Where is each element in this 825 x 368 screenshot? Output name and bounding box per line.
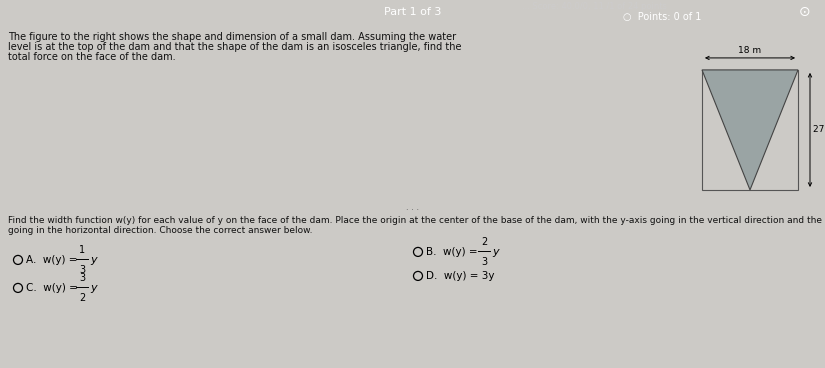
Text: ○  Points: 0 of 1: ○ Points: 0 of 1: [623, 12, 701, 22]
Text: 3: 3: [79, 273, 85, 283]
Text: . . .: . . .: [406, 204, 419, 212]
Text: A.  w(y) =: A. w(y) =: [26, 255, 81, 265]
Text: level is at the top of the dam and that the shape of the dam is an isosceles tri: level is at the top of the dam and that …: [8, 42, 461, 52]
Text: 18 m: 18 m: [738, 46, 761, 55]
Text: 27 m: 27 m: [813, 125, 825, 134]
Text: 2: 2: [79, 293, 85, 303]
Text: B.  w(y) =: B. w(y) =: [426, 247, 481, 257]
Text: 2: 2: [481, 237, 487, 247]
Text: The figure to the right shows the shape and dimension of a small dam. Assuming t: The figure to the right shows the shape …: [8, 32, 456, 42]
Text: Part 1 of 3: Part 1 of 3: [384, 7, 441, 17]
Polygon shape: [702, 70, 798, 190]
Text: going in the horizontal direction. Choose the correct answer below.: going in the horizontal direction. Choos…: [8, 226, 313, 235]
Text: total force on the face of the dam.: total force on the face of the dam.: [8, 52, 176, 62]
Text: Find the width function w(y) for each value of y on the face of the dam. Place t: Find the width function w(y) for each va…: [8, 216, 822, 225]
Text: 3: 3: [79, 265, 85, 275]
Text: 1: 1: [79, 245, 85, 255]
Text: C.  w(y) =: C. w(y) =: [26, 283, 81, 293]
Bar: [702, 70, 798, 190]
Text: y: y: [90, 283, 97, 293]
Text: ... Score: 40.0/0, 11./1 of 24 points: ... Score: 40.0/0, 11./1 of 24 points: [521, 2, 667, 11]
Text: 3: 3: [481, 257, 487, 267]
Text: ⊙: ⊙: [799, 5, 810, 19]
Text: y: y: [492, 247, 498, 257]
Text: y: y: [90, 255, 97, 265]
Text: D.  w(y) = 3y: D. w(y) = 3y: [426, 271, 494, 281]
